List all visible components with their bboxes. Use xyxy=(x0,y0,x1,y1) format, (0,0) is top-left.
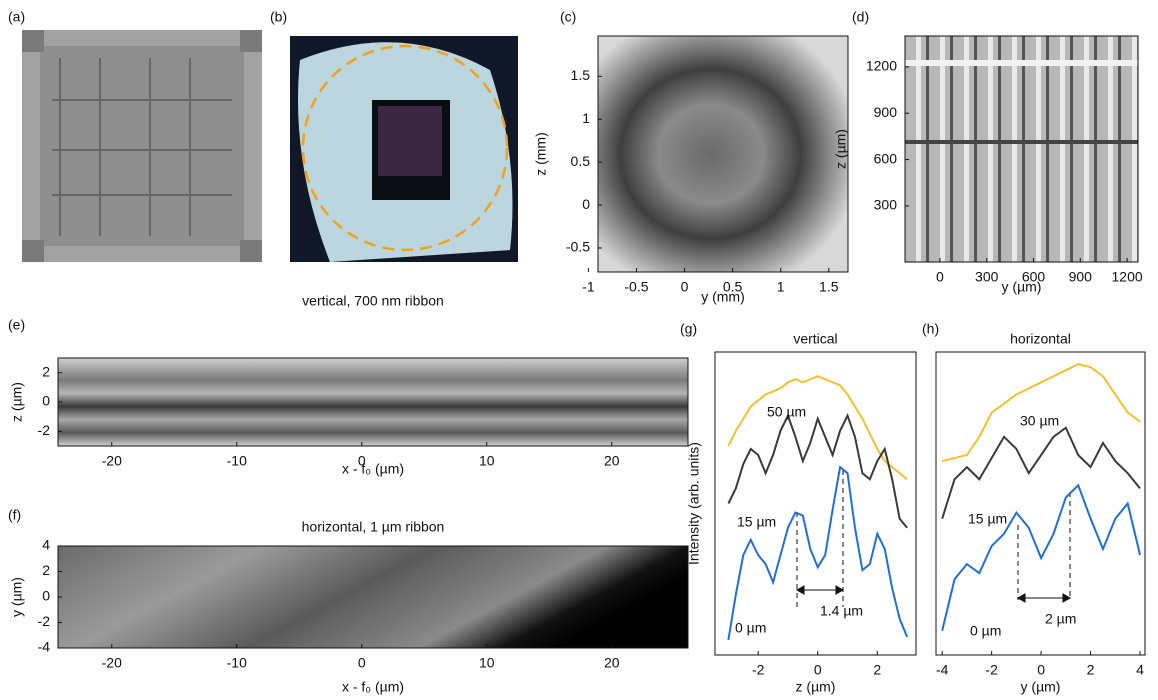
x-tick-label: 0 xyxy=(936,269,944,285)
y-axis-label: z (µm) xyxy=(833,129,849,169)
annotation: 0 µm xyxy=(735,620,766,636)
axes-frame xyxy=(935,351,1146,656)
x-tick-label: 900 xyxy=(1069,269,1093,285)
panel-label: (b) xyxy=(270,9,287,25)
annotation: 30 µm xyxy=(1020,413,1059,429)
x-tick-label: -2 xyxy=(752,662,765,678)
x-tick-label: 4 xyxy=(1136,662,1144,678)
x-tick-label: 0 xyxy=(681,279,689,295)
line-series xyxy=(727,465,908,641)
y-tick-label: 900 xyxy=(874,104,898,120)
x-tick-label: -10 xyxy=(227,655,247,671)
x-tick-label: 2 xyxy=(1087,662,1095,678)
y-tick-label: -0.5 xyxy=(566,239,590,255)
annotation: 0 µm xyxy=(970,623,1001,639)
y-tick-label: 600 xyxy=(874,150,898,166)
y-tick-label: 1200 xyxy=(866,58,897,74)
panel-title: horizontal xyxy=(1010,331,1071,347)
y-axis-label: z (mm) xyxy=(533,132,549,176)
panel-label: (d) xyxy=(852,9,869,25)
image-plot xyxy=(58,358,688,446)
x-tick-label: 0 xyxy=(1037,662,1045,678)
panel-label: (f) xyxy=(8,507,21,523)
y-axis-label: z (µm) xyxy=(9,382,25,422)
panel-label: (e) xyxy=(8,317,25,333)
x-tick-label: -1 xyxy=(582,279,595,295)
annotation: 15 µm xyxy=(737,514,776,530)
x-axis-label: x - f₀ (µm) xyxy=(342,679,404,695)
image-plot xyxy=(905,36,1138,262)
panel-label: (a) xyxy=(8,9,25,25)
y-tick-label: 1 xyxy=(582,110,590,126)
annotation: 2 µm xyxy=(1045,611,1076,627)
arrows xyxy=(795,585,1072,603)
panel-title: vertical, 700 nm ribbon xyxy=(302,293,444,309)
panel-title: horizontal, 1 µm ribbon xyxy=(302,519,445,535)
x-axis-label: y (mm) xyxy=(701,289,745,305)
y-tick-label: 0 xyxy=(582,196,590,212)
axes-frame xyxy=(597,35,849,273)
x-tick-label: 1 xyxy=(777,279,785,295)
photo-b xyxy=(290,36,518,262)
x-tick-label: -2 xyxy=(985,662,998,678)
line-series xyxy=(941,363,1141,463)
y-tick-label: -2 xyxy=(38,422,51,438)
x-axis-label: y (µm) xyxy=(1002,279,1042,295)
image-plot xyxy=(598,36,848,272)
x-tick-label: -20 xyxy=(102,453,122,469)
x-tick-label: 0 xyxy=(358,655,366,671)
x-tick-label: -0.5 xyxy=(624,279,648,295)
x-tick-label: 1.5 xyxy=(819,279,839,295)
axes-frame xyxy=(714,351,917,656)
x-tick-label: 20 xyxy=(604,655,620,671)
panel-title: vertical xyxy=(793,331,837,347)
x-tick-label: 600 xyxy=(1022,269,1046,285)
axes-frame xyxy=(904,35,1139,263)
x-tick-label: 0 xyxy=(358,453,366,469)
image-plot xyxy=(58,546,688,648)
x-tick-label: -4 xyxy=(936,662,949,678)
x-tick-label: -10 xyxy=(227,453,247,469)
y-tick-label: 300 xyxy=(874,197,898,213)
y-axis-label: y (µm) xyxy=(9,577,25,617)
x-axis-label: y (µm) xyxy=(1021,679,1061,695)
photo-a xyxy=(22,30,262,262)
guide-lines xyxy=(796,470,1071,607)
panel-label: (c) xyxy=(560,9,576,25)
x-tick-label: 300 xyxy=(975,269,999,285)
panel-label: (h) xyxy=(922,321,939,337)
annotation: 1.4 µm xyxy=(820,603,863,619)
line-series xyxy=(941,483,1142,631)
x-axis-label: x - f₀ (µm) xyxy=(342,461,404,477)
y-tick-label: -4 xyxy=(38,639,51,655)
y-tick-label: -2 xyxy=(38,613,51,629)
panel-label: (g) xyxy=(680,321,697,337)
x-tick-label: 2 xyxy=(873,662,881,678)
y-tick-label: 0 xyxy=(42,393,50,409)
annotation: 15 µm xyxy=(968,511,1007,527)
x-tick-label: 1200 xyxy=(1112,269,1143,285)
annotation: 50 µm xyxy=(767,404,806,420)
y-tick-label: 0 xyxy=(42,588,50,604)
y-axis-label: Intensity (arb. units) xyxy=(686,442,702,565)
y-tick-label: 4 xyxy=(42,537,50,553)
x-tick-label: -20 xyxy=(102,655,122,671)
x-tick-label: 20 xyxy=(604,453,620,469)
x-tick-label: 0 xyxy=(814,662,822,678)
x-axis-label: z (µm) xyxy=(796,679,836,695)
line-series xyxy=(941,426,1141,519)
y-tick-label: 0.5 xyxy=(571,153,591,169)
x-tick-label: 10 xyxy=(479,453,495,469)
line-series xyxy=(727,413,908,529)
y-tick-label: 1.5 xyxy=(571,67,591,83)
x-tick-label: 10 xyxy=(479,655,495,671)
y-tick-label: 2 xyxy=(42,562,50,578)
y-tick-label: 2 xyxy=(42,363,50,379)
x-tick-label: 0.5 xyxy=(723,279,743,295)
line-series xyxy=(727,375,908,481)
